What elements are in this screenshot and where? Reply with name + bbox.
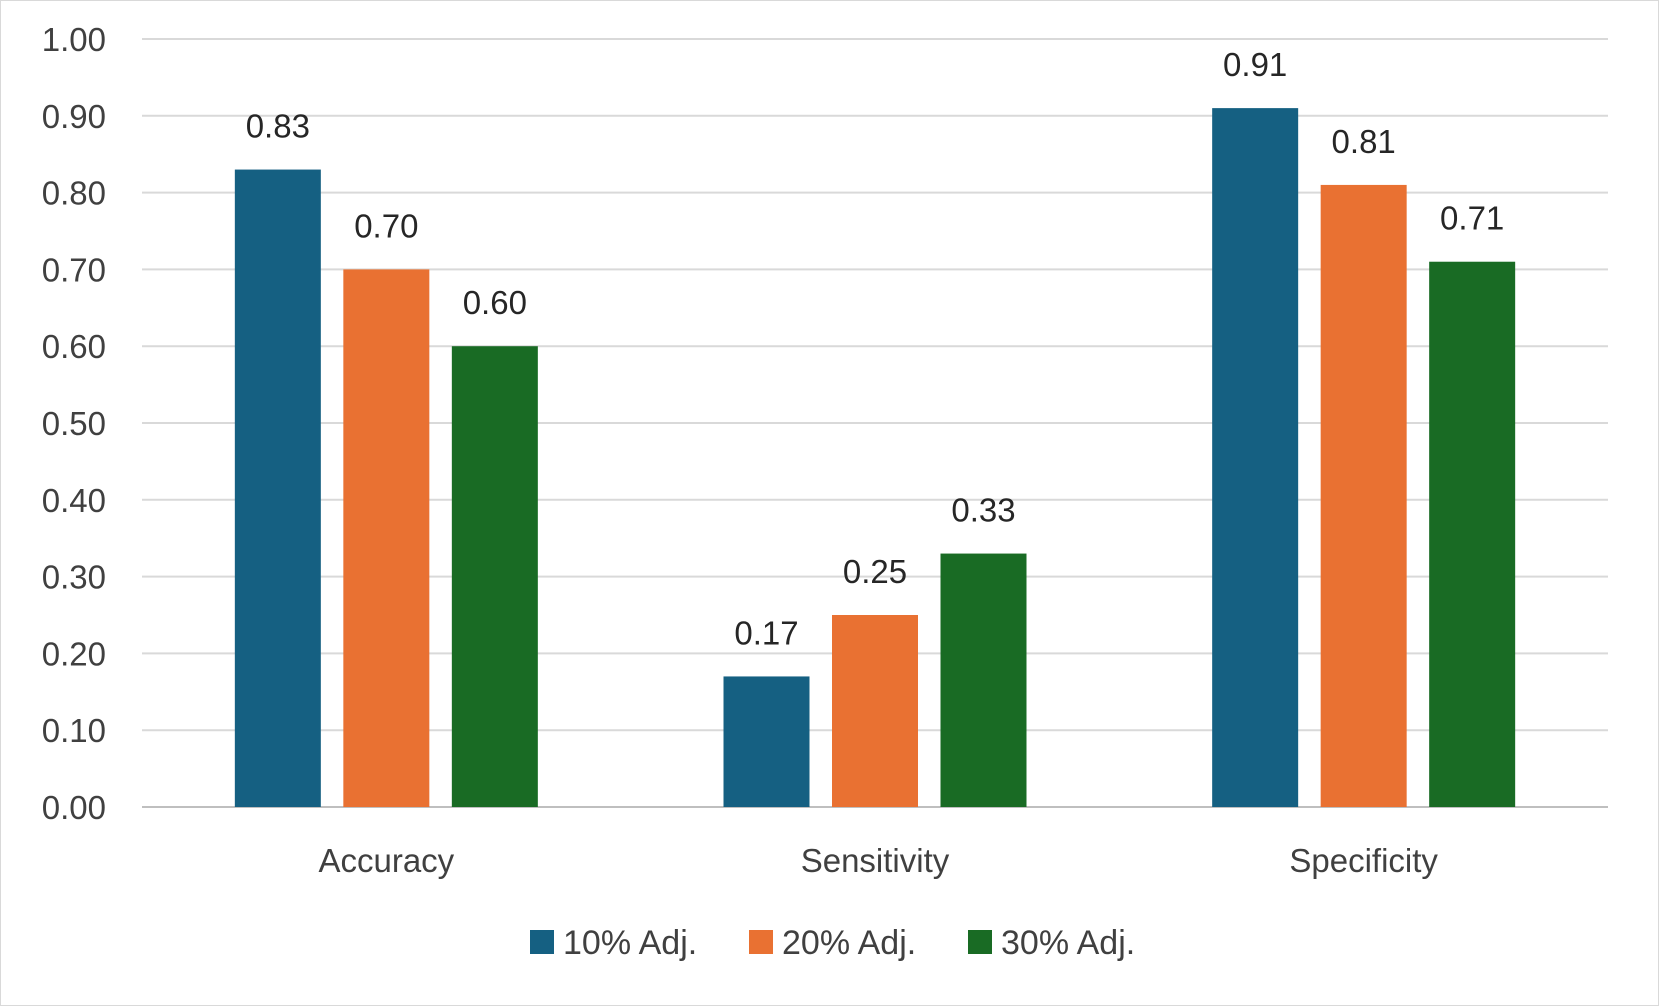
y-tick-label: 0.30	[42, 559, 106, 596]
legend-swatch	[749, 930, 773, 954]
x-tick-label: Specificity	[1289, 842, 1438, 879]
x-tick-label: Accuracy	[318, 842, 454, 879]
legend-label: 20% Adj.	[782, 924, 916, 962]
bar	[343, 269, 430, 807]
legend-label: 30% Adj.	[1001, 924, 1135, 962]
data-label: 0.91	[1223, 46, 1287, 83]
y-tick-label: 0.10	[42, 712, 106, 749]
bar	[1429, 261, 1516, 808]
x-tick-label: Sensitivity	[801, 842, 950, 879]
legend: 10% Adj. 20% Adj. 30% Adj.	[530, 924, 1135, 962]
bar	[1320, 184, 1407, 808]
y-tick-label: 0.50	[42, 405, 106, 442]
y-tick-label: 1.00	[42, 21, 106, 58]
y-tick-label: 0.70	[42, 251, 106, 288]
legend-swatch	[968, 930, 992, 954]
y-tick-label: 0.80	[42, 175, 106, 212]
data-label: 0.70	[354, 207, 418, 244]
y-tick-label: 0.20	[42, 635, 106, 672]
bar	[832, 615, 918, 807]
data-label: 0.33	[951, 492, 1015, 529]
data-label: 0.25	[843, 553, 907, 590]
data-label: 0.83	[246, 108, 310, 145]
bar	[940, 553, 1027, 807]
y-tick-label: 0.40	[42, 482, 106, 519]
legend-label: 10% Adj.	[563, 924, 697, 962]
data-label: 0.71	[1440, 200, 1504, 237]
y-tick-label: 0.90	[42, 98, 106, 135]
bar	[451, 346, 538, 807]
y-tick-label: 0.00	[42, 789, 106, 826]
bar	[1212, 108, 1299, 808]
data-labels: 0.83 0.70 0.60 0.17 0.25 0.33 0.91 0.81 0.71	[246, 46, 1505, 651]
bar	[234, 169, 321, 807]
data-label: 0.17	[734, 614, 798, 651]
data-label: 0.60	[463, 284, 527, 321]
y-axis-tick-labels: 0.00 0.10 0.20 0.30 0.40 0.50 0.60 0.70 0.80 0.90…	[42, 21, 106, 826]
bars	[234, 108, 1516, 808]
x-axis-category-labels: Accuracy Sensitivity Specificity	[318, 842, 1438, 879]
legend-swatch	[530, 930, 554, 954]
data-label: 0.81	[1332, 123, 1396, 160]
bar	[723, 676, 810, 807]
y-tick-label: 0.60	[42, 328, 106, 365]
